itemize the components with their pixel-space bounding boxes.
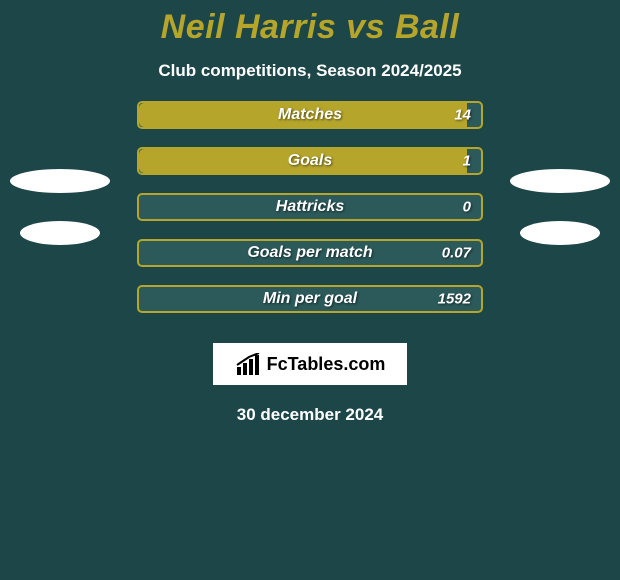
decor-ellipse (10, 169, 110, 193)
stat-bar: Goals 1 (137, 147, 483, 175)
stat-bar: Hattricks 0 (137, 193, 483, 221)
decor-ellipse (510, 169, 610, 193)
stat-bar-value: 0.07 (442, 245, 471, 262)
stats-row-area: Matches 14 Goals 1 Hattricks 0 Goals per match… (0, 101, 620, 313)
stat-bar: Min per goal 1592 (137, 285, 483, 313)
stat-bar-value: 0 (463, 199, 471, 216)
footer-date: 30 december 2024 (237, 405, 384, 425)
brand-text: FcTables.com (267, 354, 386, 375)
brand-box[interactable]: FcTables.com (213, 343, 408, 385)
stat-bar-label: Matches (278, 106, 342, 124)
stat-bar-label: Min per goal (263, 290, 357, 308)
decor-ellipse (520, 221, 600, 245)
page-title: Neil Harris vs Ball (161, 8, 460, 47)
stats-card: Neil Harris vs Ball Club competitions, S… (0, 0, 620, 580)
stat-bar-label: Goals per match (247, 244, 372, 262)
right-ellipses-col (510, 169, 610, 245)
stat-bar-label: Goals (288, 152, 332, 170)
stat-bar-value: 14 (454, 107, 471, 124)
stat-bar-value: 1592 (438, 291, 471, 308)
page-subtitle: Club competitions, Season 2024/2025 (158, 61, 461, 81)
stat-bars: Matches 14 Goals 1 Hattricks 0 Goals per match… (137, 101, 483, 313)
left-ellipses-col (10, 169, 110, 245)
stat-bar-value: 1 (463, 153, 471, 170)
stat-bar: Matches 14 (137, 101, 483, 129)
stat-bar-label: Hattricks (276, 198, 344, 216)
decor-ellipse (20, 221, 100, 245)
bar-chart-icon (235, 353, 261, 375)
stat-bar: Goals per match 0.07 (137, 239, 483, 267)
